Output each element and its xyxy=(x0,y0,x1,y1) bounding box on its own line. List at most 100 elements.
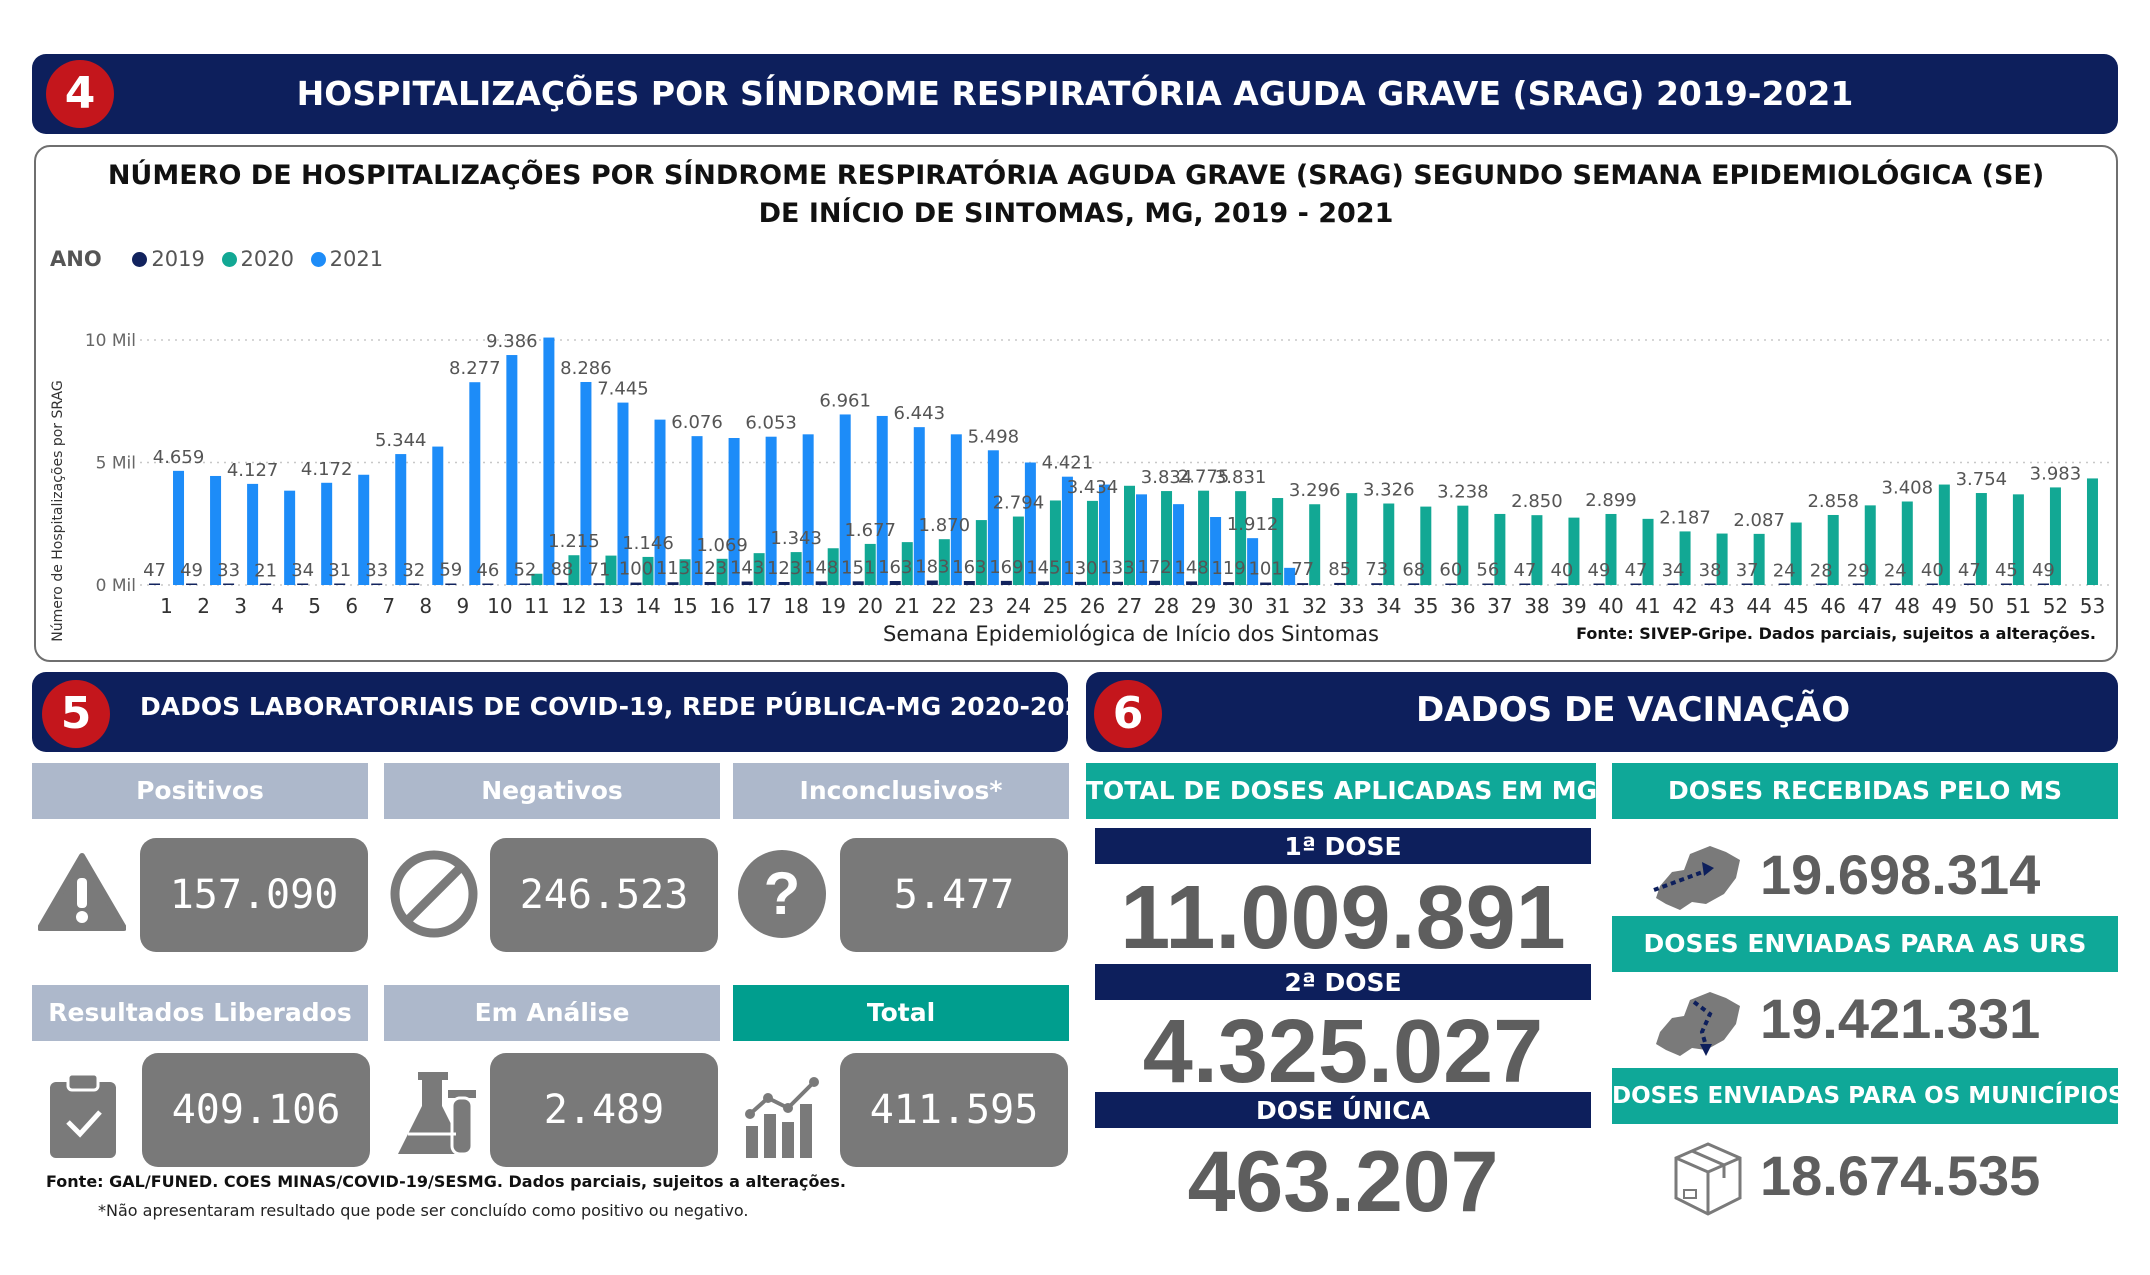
map-route-icon xyxy=(1656,992,1740,1056)
data-label-2019-se-10: 46 xyxy=(476,560,499,581)
bar-2019-se-3 xyxy=(223,583,235,585)
bar-2019-se-7 xyxy=(371,583,383,585)
data-label-2021-se-5: 4.172 xyxy=(301,459,353,480)
bar-2019-se-21 xyxy=(889,581,901,585)
data-label-2019-se-50: 47 xyxy=(1958,560,1981,581)
bar-2019-se-17 xyxy=(741,581,753,585)
section-4-banner: 4 HOSPITALIZAÇÕES POR SÍNDROME RESPIRATÓ… xyxy=(32,54,2118,134)
x-tick-label: 51 xyxy=(2006,594,2031,618)
warning-icon xyxy=(38,853,126,931)
section-6-banner: 6 DADOS DE VACINAÇÃO xyxy=(1086,672,2118,752)
data-label-2019-se-8: 32 xyxy=(402,560,425,581)
legend-label-2020[interactable]: 2020 xyxy=(240,247,294,271)
legend-label-2019[interactable]: 2019 xyxy=(151,247,205,271)
x-tick-label: 7 xyxy=(382,594,395,618)
section-6-number: 6 xyxy=(1094,680,1162,748)
data-label-2019-se-43: 38 xyxy=(1699,560,1722,581)
analise-value: 2.489 xyxy=(490,1053,718,1167)
bar-2020-se-22 xyxy=(938,539,950,585)
data-label-2019-se-46: 28 xyxy=(1810,560,1833,581)
data-label-2019-se-39: 40 xyxy=(1550,560,1573,581)
x-tick-label: 5 xyxy=(308,594,321,618)
y-tick-label: 10 Mil xyxy=(85,331,136,351)
bar-2020-se-12 xyxy=(568,555,580,585)
data-label-2020-se-32: 3.296 xyxy=(1289,480,1341,501)
bar-2020-se-53 xyxy=(2086,478,2098,585)
chart-title: NÚMERO DE HOSPITALIZAÇÕES POR SÍNDROME R… xyxy=(107,160,2045,229)
bar-2019-se-45 xyxy=(1778,583,1790,585)
section-5-banner: 5 DADOS LABORATORIAIS DE COVID-19, REDE … xyxy=(32,672,1099,752)
bar-2020-se-34 xyxy=(1383,503,1395,585)
bar-2019-se-4 xyxy=(260,583,272,585)
data-label-2019-se-27: 133 xyxy=(1100,558,1134,579)
x-tick-label: 23 xyxy=(969,594,994,618)
bar-2019-se-8 xyxy=(408,583,420,585)
bar-2021-se-27 xyxy=(1136,494,1147,585)
x-tick-label: 19 xyxy=(820,594,845,618)
legend-label-2021[interactable]: 2021 xyxy=(329,247,384,271)
data-label-2020-se-40: 2.899 xyxy=(1585,490,1637,511)
x-tick-label: 44 xyxy=(1746,594,1771,618)
dose2-value: 4.325.027 xyxy=(1142,1002,1544,1102)
x-tick-label: 31 xyxy=(1265,594,1290,618)
data-label-2019-se-48: 24 xyxy=(1884,560,1907,581)
srag-chart-panel: NÚMERO DE HOSPITALIZAÇÕES POR SÍNDROME R… xyxy=(34,145,2118,662)
data-label-2019-se-45: 24 xyxy=(1773,560,1796,581)
bar-2019-se-32 xyxy=(1297,583,1309,585)
bar-2020-se-27 xyxy=(1124,485,1135,585)
doses-recebidas-header: DOSES RECEBIDAS PELO MS xyxy=(1612,763,2118,819)
data-label-2019-se-35: 68 xyxy=(1402,559,1425,580)
data-label-2019-se-29: 148 xyxy=(1174,557,1208,578)
bar-2021-se-25 xyxy=(1061,476,1073,585)
bar-2020-se-40 xyxy=(1605,513,1617,585)
bar-2019-se-40 xyxy=(1593,583,1605,585)
x-tick-label: 1 xyxy=(160,594,173,618)
x-tick-label: 15 xyxy=(672,594,697,618)
bar-2020-se-21 xyxy=(901,542,913,585)
bar-2021-se-3 xyxy=(247,483,259,585)
x-tick-label: 18 xyxy=(783,594,808,618)
data-label-2019-se-36: 60 xyxy=(1439,560,1462,581)
dose1-value: 11.009.891 xyxy=(1120,868,1566,968)
data-label-2019-se-19: 148 xyxy=(804,557,838,578)
bar-2020-se-49 xyxy=(1938,484,1950,585)
x-tick-label: 20 xyxy=(858,594,883,618)
x-tick-label: 46 xyxy=(1820,594,1845,618)
bar-2021-se-7 xyxy=(395,454,407,585)
bar-2020-se-50 xyxy=(1975,493,1987,585)
bar-2019-se-35 xyxy=(1408,583,1420,585)
bar-2019-se-37 xyxy=(1482,583,1494,585)
bar-2021-se-30 xyxy=(1247,538,1259,585)
doses-urs-value: 19.421.331 xyxy=(1760,987,2041,1050)
data-label-2019-se-25: 145 xyxy=(1026,557,1060,578)
bar-2019-se-34 xyxy=(1371,583,1383,585)
bar-2020-se-38 xyxy=(1531,515,1543,585)
bar-2019-se-11 xyxy=(519,583,531,585)
bar-2019-se-22 xyxy=(926,580,938,585)
data-label-2019-se-1: 47 xyxy=(143,560,166,581)
bar-2021-se-5 xyxy=(321,482,333,585)
bar-2020-se-19 xyxy=(827,548,839,585)
doses-municipios-header: DOSES ENVIADAS PARA OS MUNICÍPIOS xyxy=(1612,1068,2125,1124)
chart-source-note: Fonte: SIVEP-Gripe. Dados parciais, suje… xyxy=(1576,624,2096,643)
data-label-2021-se-23: 5.498 xyxy=(968,426,1020,447)
inconclusivos-header: Inconclusivos* xyxy=(733,763,1069,819)
bar-2019-se-41 xyxy=(1630,583,1642,585)
package-box-icon xyxy=(1674,1142,1742,1216)
bar-2019-se-42 xyxy=(1667,583,1679,585)
section-5-number: 5 xyxy=(42,680,110,748)
data-label-2019-se-51: 45 xyxy=(1995,560,2018,581)
bar-2021-se-31 xyxy=(1284,567,1296,585)
bar-2019-se-19 xyxy=(815,581,827,585)
growth-chart-icon xyxy=(745,1077,819,1158)
total-value: 411.595 xyxy=(840,1053,1068,1167)
section-4-title: HOSPITALIZAÇÕES POR SÍNDROME RESPIRATÓRI… xyxy=(296,74,1854,113)
bar-2019-se-47 xyxy=(1852,583,1864,585)
bar-2019-se-51 xyxy=(2000,583,2012,585)
bar-2021-se-13 xyxy=(617,402,629,585)
data-label-2019-se-38: 47 xyxy=(1513,560,1536,581)
x-tick-label: 8 xyxy=(419,594,432,618)
bar-2021-se-16 xyxy=(728,438,740,585)
bar-2021-se-1 xyxy=(173,470,185,585)
x-axis-title: Semana Epidemiológica de Início dos Sint… xyxy=(883,622,1379,646)
